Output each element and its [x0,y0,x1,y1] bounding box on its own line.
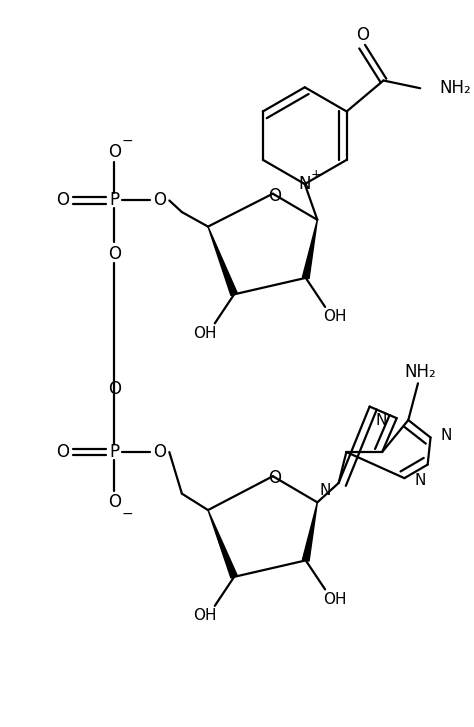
Polygon shape [302,502,318,561]
Polygon shape [208,227,237,296]
Text: N: N [319,483,331,498]
Text: O: O [356,26,369,44]
Text: −: − [122,134,134,148]
Text: O: O [268,469,281,487]
Text: OH: OH [193,326,217,340]
Text: P: P [109,191,119,209]
Text: O: O [56,191,69,209]
Text: O: O [153,443,166,461]
Text: −: − [122,507,134,521]
Text: O: O [268,187,281,204]
Text: +: + [311,168,322,181]
Text: N: N [440,428,452,443]
Text: O: O [153,191,166,209]
Text: N: N [375,413,387,427]
Text: O: O [108,245,121,262]
Text: OH: OH [323,592,346,606]
Text: N: N [299,175,311,193]
Text: O: O [108,494,121,511]
Text: P: P [109,443,119,461]
Text: O: O [108,143,121,161]
Text: OH: OH [323,309,346,324]
Text: NH₂: NH₂ [439,79,471,97]
Polygon shape [302,220,318,278]
Polygon shape [208,510,237,578]
Text: O: O [56,443,69,461]
Text: O: O [108,380,121,398]
Text: OH: OH [193,608,217,623]
Text: N: N [414,473,426,488]
Text: NH₂: NH₂ [404,363,436,381]
